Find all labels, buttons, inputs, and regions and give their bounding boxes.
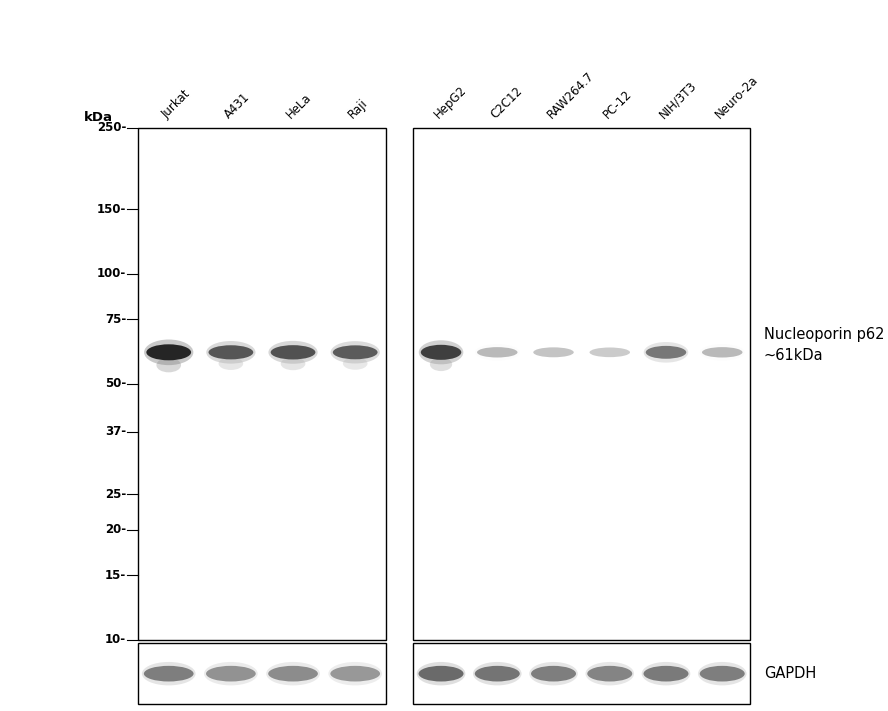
Bar	[138, 128, 386, 640]
Text: 10-: 10-	[105, 634, 126, 646]
Ellipse shape	[588, 345, 632, 360]
Ellipse shape	[266, 662, 320, 685]
Ellipse shape	[475, 665, 519, 681]
Ellipse shape	[329, 662, 382, 685]
Bar	[413, 643, 750, 704]
Ellipse shape	[430, 358, 452, 371]
Text: Neuro-2a: Neuro-2a	[713, 73, 761, 121]
Ellipse shape	[419, 341, 464, 364]
Ellipse shape	[144, 340, 194, 365]
Ellipse shape	[587, 665, 632, 681]
Text: GAPDH: GAPDH	[764, 666, 816, 681]
Ellipse shape	[531, 344, 575, 360]
Text: A431: A431	[222, 90, 252, 121]
Ellipse shape	[416, 662, 465, 685]
Ellipse shape	[268, 341, 318, 364]
Ellipse shape	[421, 345, 461, 360]
Ellipse shape	[698, 662, 747, 685]
Ellipse shape	[534, 348, 574, 357]
Ellipse shape	[206, 665, 256, 681]
Ellipse shape	[343, 357, 368, 370]
Ellipse shape	[473, 662, 521, 685]
Ellipse shape	[333, 346, 377, 359]
Ellipse shape	[418, 665, 464, 681]
Text: 20-: 20-	[105, 523, 126, 536]
Ellipse shape	[144, 665, 194, 681]
Ellipse shape	[206, 341, 256, 363]
Ellipse shape	[204, 662, 258, 685]
Ellipse shape	[529, 662, 578, 685]
Ellipse shape	[644, 665, 688, 681]
Text: C2C12: C2C12	[488, 84, 525, 121]
Ellipse shape	[531, 665, 576, 681]
Ellipse shape	[702, 347, 742, 358]
Text: 75-: 75-	[105, 313, 126, 326]
Text: Nucleoporin p62: Nucleoporin p62	[764, 327, 884, 342]
Text: PC-12: PC-12	[600, 87, 634, 121]
Ellipse shape	[646, 346, 686, 359]
Ellipse shape	[156, 358, 181, 373]
Ellipse shape	[330, 665, 380, 681]
Text: ~61kDa: ~61kDa	[764, 348, 823, 363]
Text: RAW264.7: RAW264.7	[544, 69, 596, 121]
Ellipse shape	[147, 344, 191, 360]
Ellipse shape	[585, 662, 634, 685]
Text: Jurkat: Jurkat	[160, 87, 193, 121]
Ellipse shape	[209, 346, 253, 359]
Text: 15-: 15-	[105, 569, 126, 582]
Ellipse shape	[590, 348, 630, 357]
Bar	[413, 128, 750, 640]
Text: kDa: kDa	[84, 112, 114, 124]
Text: 37-: 37-	[105, 425, 126, 438]
Text: HeLa: HeLa	[284, 90, 314, 121]
Text: 100-: 100-	[97, 267, 126, 280]
Ellipse shape	[218, 357, 243, 370]
Ellipse shape	[142, 662, 195, 685]
Ellipse shape	[700, 665, 745, 681]
Ellipse shape	[271, 345, 315, 360]
Ellipse shape	[700, 344, 744, 360]
Ellipse shape	[330, 341, 380, 363]
Ellipse shape	[281, 358, 305, 370]
Text: 50-: 50-	[105, 378, 126, 390]
Text: HepG2: HepG2	[432, 83, 470, 121]
Ellipse shape	[642, 662, 690, 685]
Ellipse shape	[644, 342, 688, 363]
Ellipse shape	[475, 344, 519, 360]
Text: 250-: 250-	[97, 122, 126, 134]
Text: 25-: 25-	[105, 488, 126, 501]
Ellipse shape	[477, 347, 518, 358]
Text: NIH/3T3: NIH/3T3	[657, 78, 699, 121]
Text: Raji: Raji	[346, 96, 370, 121]
Text: 150-: 150-	[97, 203, 126, 215]
Bar	[138, 643, 386, 704]
Ellipse shape	[268, 665, 318, 681]
